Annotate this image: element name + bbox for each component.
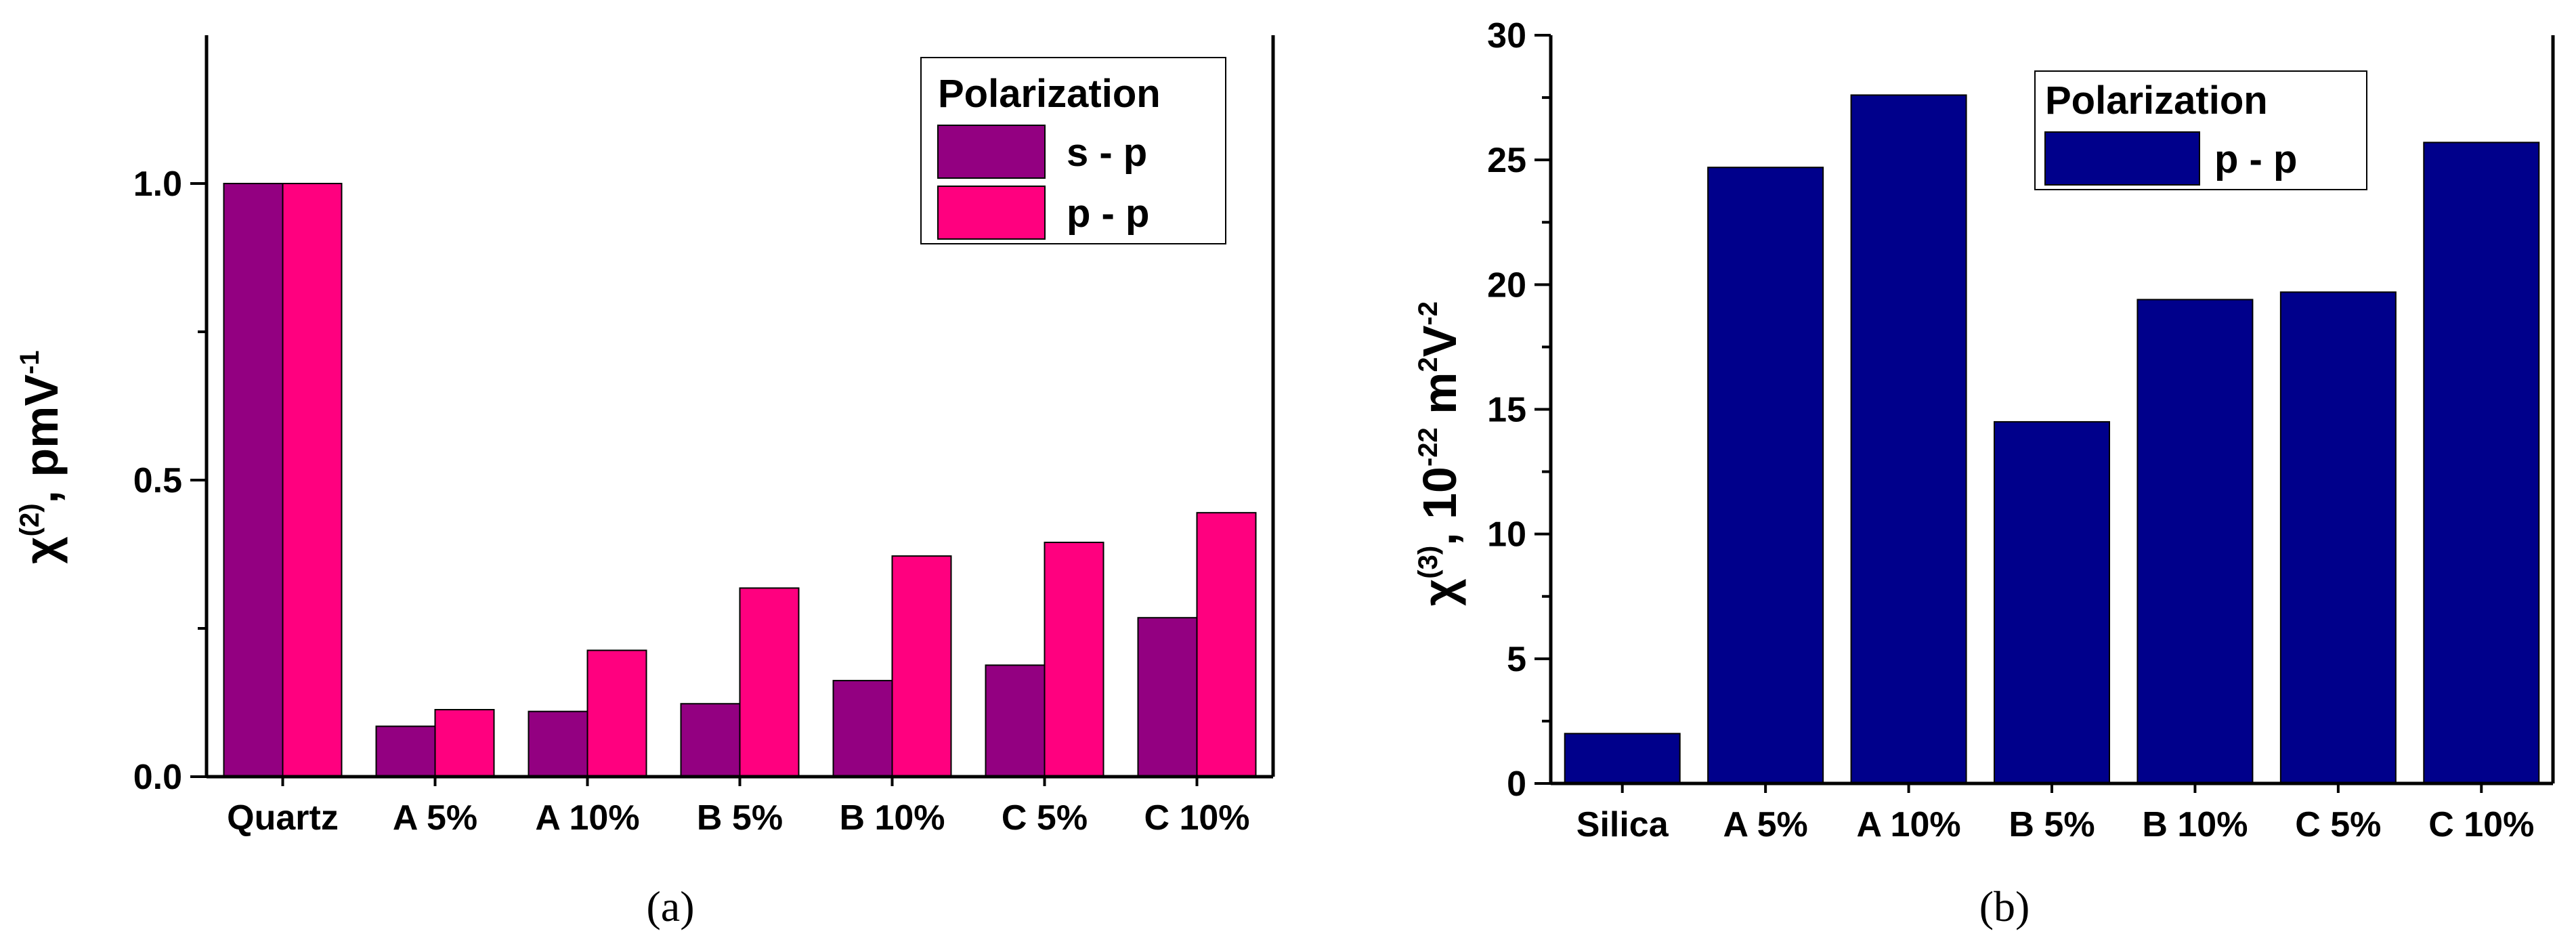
chart-a-legend: Polarization s - p p - p xyxy=(920,57,1226,244)
bar-s-p-C10 xyxy=(1137,617,1198,777)
y-tick-label: 0 xyxy=(1507,764,1526,804)
x-tick-label: A 10% xyxy=(1856,805,1960,844)
x-tick-label: A 10% xyxy=(535,798,639,838)
y-tick-label: 0.0 xyxy=(133,758,182,797)
chart-b-ylabel-text: χ(3), 10-22 m2V-2 xyxy=(1413,301,1466,606)
bar-p-p-C5 xyxy=(1044,541,1104,777)
y-tick-label: 30 xyxy=(1487,16,1526,56)
chart-a-ylabel-text: χ(2), pmV-1 xyxy=(15,350,68,563)
ylabel-mid: m xyxy=(1413,372,1466,428)
bar-s-p-B10 xyxy=(832,680,893,778)
y-tick-label: 20 xyxy=(1487,265,1526,305)
bar-s-p-B5 xyxy=(680,703,741,777)
legend-swatch-s-p xyxy=(937,125,1046,179)
bar-p-p-B10 xyxy=(2137,299,2254,784)
ylabel-sup: -1 xyxy=(15,350,45,374)
y-tick-label: 25 xyxy=(1487,141,1526,180)
ylabel-base: χ xyxy=(1413,579,1466,606)
ylabel-sup: (3) xyxy=(1413,546,1443,579)
bar-p-p-B5 xyxy=(1994,421,2110,784)
legend-label-s-p: s - p xyxy=(1067,131,1147,175)
x-tick-label: B 10% xyxy=(839,798,945,838)
y-tick-label: 10 xyxy=(1487,515,1526,555)
ylabel-base: χ xyxy=(15,536,68,563)
bar-p-p-C10 xyxy=(1196,512,1257,777)
x-tick-label: C 10% xyxy=(2428,805,2534,844)
legend-title: Polarization xyxy=(938,72,1161,116)
bar-p-p-A5 xyxy=(434,709,495,777)
bar-p-p-C5 xyxy=(2279,291,2397,784)
x-tick-label: A 5% xyxy=(393,798,477,838)
x-tick-label: Quartz xyxy=(227,798,339,838)
x-tick-label: C 10% xyxy=(1144,798,1249,838)
x-tick-label: A 5% xyxy=(1723,805,1808,844)
y-tick-label: 15 xyxy=(1487,391,1526,430)
chart-b: Silica A 5% A 10% B 5% B 10% C 5% C 10% 0 5 10 15 2… xyxy=(1413,16,2555,930)
ylabel-sup: -22 xyxy=(1413,427,1443,467)
bar-s-p-A10 xyxy=(528,710,588,778)
x-tick-label: C 5% xyxy=(1002,798,1088,838)
y-tick-label: 0.5 xyxy=(133,461,182,500)
bar-p-p-B5 xyxy=(739,587,800,777)
x-tick-label: C 5% xyxy=(2295,805,2381,844)
bar-s-p-A5 xyxy=(375,725,436,778)
ylabel-mid: V xyxy=(1413,325,1466,357)
y-tick-label: 5 xyxy=(1507,640,1526,679)
x-tick-label: B 5% xyxy=(2009,805,2095,844)
bar-p-p-C10 xyxy=(2423,142,2540,784)
chart-b-y-axis-title: χ(3), 10-22 m2V-2 xyxy=(1413,301,1466,606)
bar-p-p-A10 xyxy=(586,649,647,777)
x-tick-label: Silica xyxy=(1576,805,1669,844)
y-tick-label: 1.0 xyxy=(133,165,182,204)
bar-s-p-C5 xyxy=(985,664,1046,778)
chart-a-y-axis-title: χ(2), pmV-1 xyxy=(15,350,68,563)
chart-b-legend: Polarization p - p xyxy=(2034,70,2367,190)
chart-a: Quartz A 5% A 10% B 5% B 10% C 5% C 10% 0.0 0.5 1… xyxy=(15,35,1275,930)
legend-label-p-p: p - p xyxy=(2214,137,2297,181)
ylabel-sup: 2 xyxy=(1413,357,1443,372)
legend-title: Polarization xyxy=(2045,79,2268,123)
bar-s-p-Quartz xyxy=(223,183,284,777)
chart-a-ticks: Quartz A 5% A 10% B 5% B 10% C 5% C 10% 0.0 0.5 1… xyxy=(133,165,1250,838)
chart-a-bars xyxy=(223,183,1257,778)
ylabel-sup: (2) xyxy=(15,503,45,536)
ylabel-sup: -2 xyxy=(1413,301,1443,326)
legend-swatch-p-p xyxy=(2044,131,2200,186)
legend-swatch-p-p xyxy=(937,186,1046,240)
bar-p-p-A5 xyxy=(1707,167,1824,784)
ylabel-mid: , pmV xyxy=(15,374,68,504)
ylabel-mid: , 10 xyxy=(1413,467,1466,546)
chart-b-bars xyxy=(1564,94,2540,785)
bar-p-p-Silica xyxy=(1564,733,1681,785)
bar-p-p-A10 xyxy=(1850,94,1967,784)
panel-label-b: (b) xyxy=(1979,882,2030,930)
legend-label-p-p: p - p xyxy=(1067,192,1149,236)
bar-p-p-Quartz xyxy=(282,183,343,777)
chart-b-ticks: Silica A 5% A 10% B 5% B 10% C 5% C 10% 0 5 10 15 2… xyxy=(1487,16,2534,844)
bar-p-p-B10 xyxy=(891,555,952,777)
x-tick-label: B 5% xyxy=(697,798,783,838)
panel-label-a: (a) xyxy=(646,882,694,930)
x-tick-label: B 10% xyxy=(2142,805,2248,844)
